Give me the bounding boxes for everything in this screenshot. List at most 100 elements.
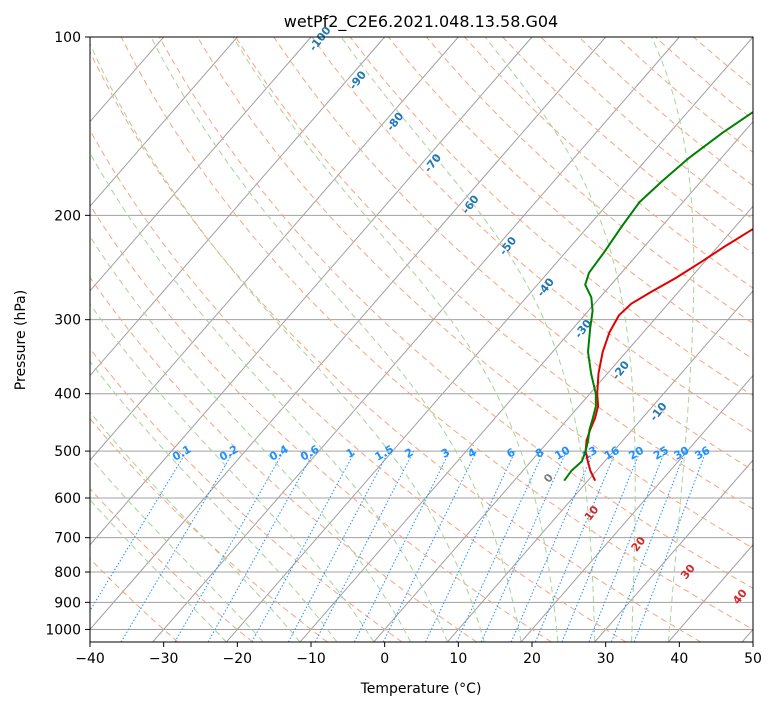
moist-adiabat-line — [484, 37, 636, 642]
mixing-ratio-label: 8 — [533, 446, 546, 461]
isotherm-line — [226, 37, 753, 642]
grid-layer — [90, 37, 753, 642]
mixing-ratio-line — [534, 450, 617, 642]
mixing-ratio-line — [382, 450, 477, 642]
y-tick-label: 800 — [54, 565, 81, 581]
isotherm-label: -90 — [346, 68, 369, 92]
moist-adiabat-label: 40 — [730, 586, 750, 606]
mixing-ratio-line — [251, 450, 356, 642]
isotherm-label: -40 — [534, 275, 557, 299]
mixing-ratio-label: 36 — [692, 444, 712, 463]
isotherm-line — [90, 37, 459, 461]
mixing-ratio-label: 3 — [439, 446, 452, 461]
isotherm-label: -80 — [384, 110, 407, 134]
moist-adiabat-line — [150, 37, 522, 642]
dry-adiabat-line — [90, 417, 328, 642]
mixing-ratio-label: 10 — [552, 444, 572, 463]
mixing-ratio-line — [610, 450, 686, 642]
dry-adiabat-line — [90, 204, 552, 642]
moist-adiabat-line — [90, 411, 301, 642]
dewpoint-profile-line — [563, 110, 753, 482]
dry-adiabat-line — [311, 37, 753, 434]
mixing-ratio-label: 2 — [403, 446, 416, 461]
dry-adiabat-line — [90, 50, 702, 642]
dry-adiabat-line — [120, 37, 753, 630]
x-tick-label: 0 — [380, 651, 389, 667]
isotherm-line — [90, 37, 386, 377]
isotherm-line — [447, 290, 753, 642]
isotherm-line — [594, 459, 753, 642]
plot-frame — [89, 36, 754, 643]
y-tick-label: 1000 — [45, 622, 81, 638]
y-tick-label: 900 — [54, 595, 81, 611]
isotherm-line — [299, 120, 753, 642]
dry-adiabat-line — [90, 558, 179, 642]
mixing-ratio-label: 1 — [344, 446, 357, 461]
mixing-ratio-line — [588, 450, 666, 642]
dry-adiabat-line — [90, 347, 403, 642]
isotherm-line — [90, 37, 607, 631]
annotation-layer: 0.1 0.2 0.4 0.6 1 1.5 2 3 4 6 8 10 13 16 20 25 30 36-100-… — [170, 24, 750, 607]
dry-adiabat-line — [90, 129, 627, 642]
mixing-ratio-label: 1.5 — [373, 443, 396, 464]
x-tick-label: −20 — [223, 651, 253, 667]
mixing-ratio-line — [207, 450, 315, 642]
x-tick-label: 20 — [523, 651, 541, 667]
moist-adiabat-label: 30 — [678, 562, 698, 582]
moist-adiabat-line — [90, 499, 227, 642]
y-tick-label: 500 — [54, 444, 81, 460]
x-tick-label: 10 — [449, 651, 467, 667]
isotherm-line — [90, 37, 312, 292]
mixing-ratio-line — [90, 450, 188, 612]
moist-adiabat-line — [90, 42, 485, 642]
dry-adiabat-line — [158, 37, 753, 589]
y-tick-label: 700 — [54, 531, 81, 547]
mixing-ratio-label: 6 — [504, 445, 517, 460]
isotherm-line — [90, 37, 533, 546]
isotherm-label: -50 — [497, 234, 520, 258]
mixing-ratio-label: 20 — [626, 444, 646, 463]
temperature-profile-line — [584, 227, 753, 482]
y-tick-label: 400 — [54, 387, 81, 403]
mixing-ratio-line — [353, 450, 451, 642]
x-tick-label: 40 — [670, 651, 688, 667]
mixing-ratio-line — [633, 450, 707, 642]
moist-adiabat-line — [90, 235, 412, 642]
mixing-ratio-line — [174, 450, 285, 642]
isotherm-line — [520, 374, 753, 642]
dry-adiabat-line — [90, 487, 253, 642]
mixing-ratio-line — [561, 450, 641, 642]
y-tick-label: 200 — [54, 208, 81, 224]
moist-adiabat-line — [90, 152, 448, 642]
mixing-ratio-label: 0.6 — [298, 442, 322, 463]
x-tick-label: −10 — [296, 651, 326, 667]
x-tick-label: 50 — [744, 651, 762, 667]
dry-adiabat-line — [235, 37, 753, 510]
x-tick-label: −30 — [149, 651, 179, 667]
moist-adiabat-label: 10 — [582, 503, 602, 523]
mixing-ratio-line — [314, 450, 415, 642]
x-axis-label: Temperature (°C) — [360, 681, 482, 697]
x-tick-label: −40 — [75, 651, 105, 667]
dry-adiabat-line — [387, 37, 753, 360]
dry-adiabat-line — [426, 37, 753, 324]
axis-layer: −40 −30 −20 −10 0 10 20 30 40 5010009008007006005… — [45, 30, 762, 667]
mixing-ratio-label: 16 — [602, 444, 622, 463]
dry-adiabat-line — [540, 37, 753, 220]
moist-adiabat-label: 0 — [541, 471, 556, 485]
mixing-ratio-line — [287, 450, 390, 642]
series-layer — [563, 110, 753, 482]
isotherm-line — [90, 37, 238, 208]
dry-adiabat-line — [90, 276, 477, 642]
x-tick-label: 30 — [597, 651, 615, 667]
mixing-ratio-label: 0.4 — [267, 442, 291, 463]
isotherm-line — [373, 205, 753, 642]
mixing-ratio-line — [425, 450, 516, 642]
dry-adiabat-line — [197, 37, 753, 549]
moist-adiabat-line — [651, 37, 695, 642]
isotherm-label: -20 — [610, 358, 633, 382]
moist-adiabat-line — [90, 360, 338, 642]
dry-adiabat-line — [578, 37, 753, 187]
isotherm-label: -70 — [422, 151, 445, 175]
